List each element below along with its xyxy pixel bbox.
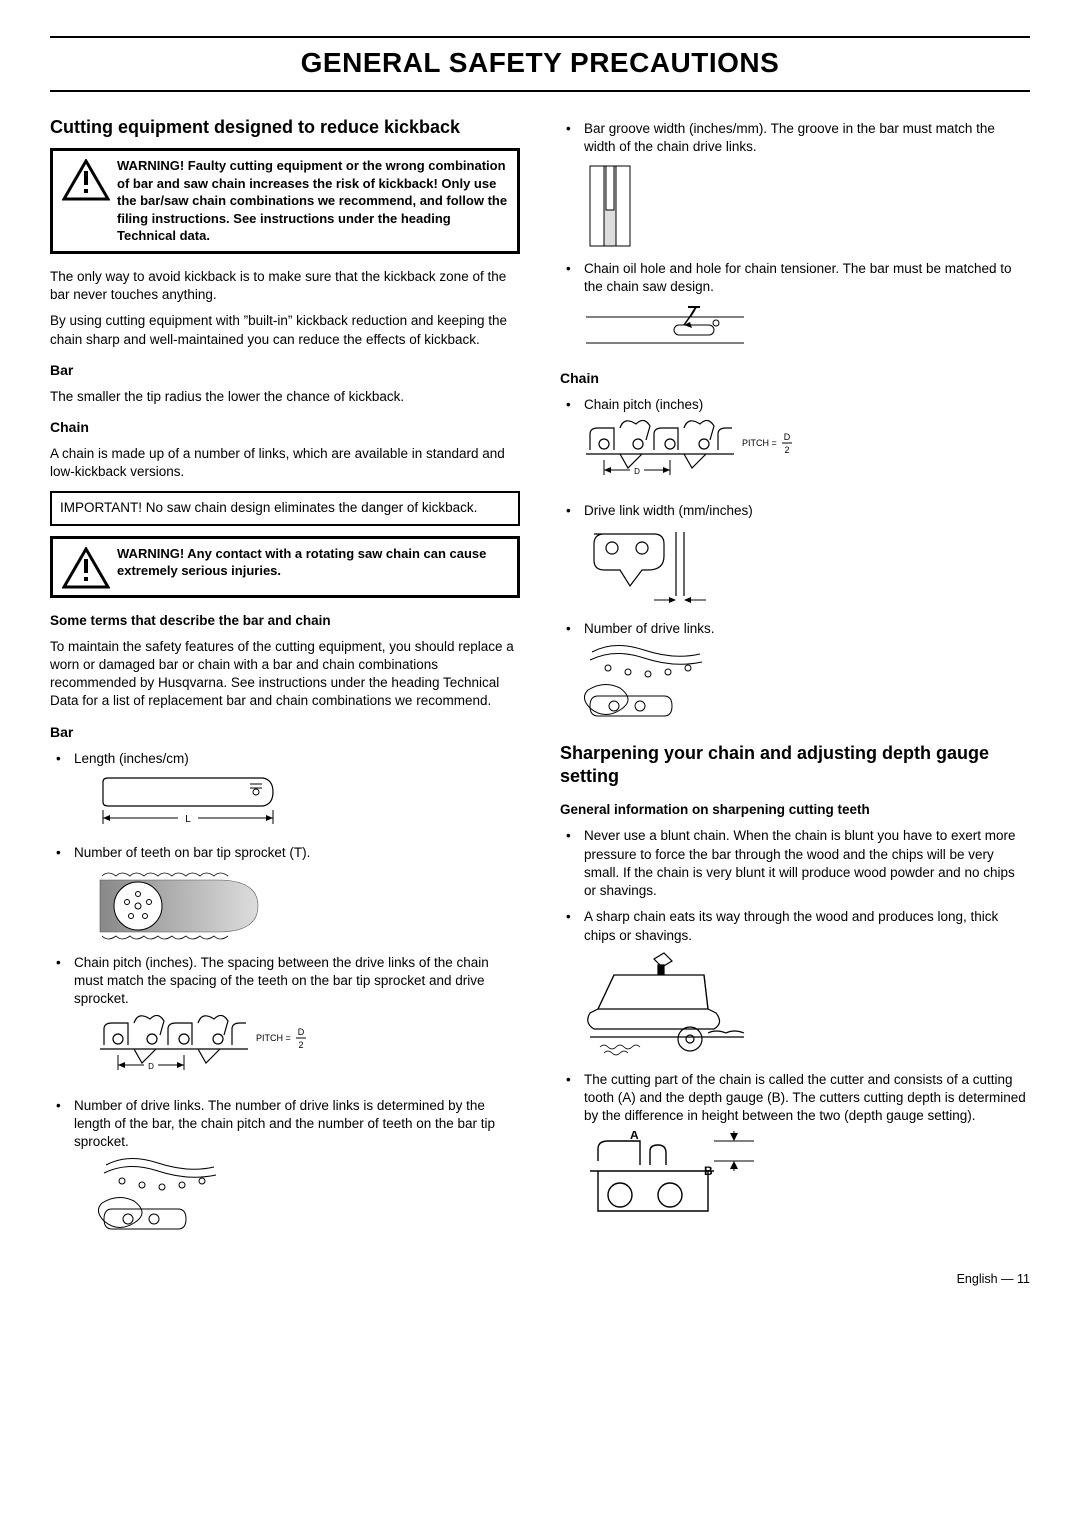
list-item: Chain pitch (inches) xyxy=(560,396,1030,492)
paragraph: By using cutting equipment with ”built-i… xyxy=(50,312,520,348)
list-item: Length (inches/cm) L xyxy=(50,750,520,834)
paragraph: To maintain the safety features of the c… xyxy=(50,638,520,711)
warning-triangle-icon xyxy=(61,157,111,201)
svg-text:D: D xyxy=(784,432,791,442)
list-text: Chain oil hole and hole for chain tensio… xyxy=(584,261,1012,294)
svg-text:A: A xyxy=(630,1131,639,1142)
list-item: Number of teeth on bar tip sprocket (T). xyxy=(50,844,520,944)
svg-text:D: D xyxy=(634,467,640,476)
figure-drive-link-width xyxy=(584,526,1030,610)
list-item: Chain pitch (inches). The spacing betwee… xyxy=(50,954,520,1087)
bar-list-cont: Bar groove width (inches/mm). The groove… xyxy=(560,120,1030,357)
list-item: Never use a blunt chain. When the chain … xyxy=(560,827,1030,900)
figure-number-drive-links xyxy=(584,644,1030,722)
figure-bar-length: L xyxy=(98,774,520,834)
list-item: Chain oil hole and hole for chain tensio… xyxy=(560,260,1030,356)
list-item: Drive link width (mm/inches) xyxy=(560,502,1030,610)
bar-heading-2: Bar xyxy=(50,723,520,742)
figure-chainsaw-cutting xyxy=(584,951,1030,1061)
svg-text:D: D xyxy=(298,1027,305,1037)
left-column: Cutting equipment designed to reduce kic… xyxy=(50,112,520,1246)
warning-triangle-icon xyxy=(61,545,111,589)
chain-heading: Chain xyxy=(50,418,520,437)
svg-text:2: 2 xyxy=(784,445,789,455)
list-text: A sharp chain eats its way through the w… xyxy=(584,909,998,942)
sharpening-list: Never use a blunt chain. When the chain … xyxy=(560,827,1030,1227)
important-box: IMPORTANT! No saw chain design eliminate… xyxy=(50,491,520,525)
list-text: The cutting part of the chain is called … xyxy=(584,1072,1026,1123)
figure-drive-links xyxy=(98,1157,520,1235)
list-item: Number of drive links. xyxy=(560,620,1030,722)
section-sharpening-heading: Sharpening your chain and adjusting dept… xyxy=(560,742,1030,787)
page-footer: English — 11 xyxy=(50,1271,1030,1288)
list-item: Number of drive links. The number of dri… xyxy=(50,1097,520,1236)
bar-list: Length (inches/cm) L xyxy=(50,750,520,1236)
list-text: Number of drive links. The number of dri… xyxy=(74,1098,495,1149)
two-column-layout: Cutting equipment designed to reduce kic… xyxy=(50,112,1030,1246)
terms-heading: Some terms that describe the bar and cha… xyxy=(50,612,520,630)
list-text: Bar groove width (inches/mm). The groove… xyxy=(584,121,995,154)
figure-oil-hole xyxy=(584,303,1030,357)
warning-text: WARNING! Any contact with a rotating saw… xyxy=(111,545,509,580)
svg-text:2: 2 xyxy=(298,1040,303,1050)
figure-bar-groove xyxy=(584,162,1030,250)
list-text: Number of drive links. xyxy=(584,621,715,636)
section-kickback-heading: Cutting equipment designed to reduce kic… xyxy=(50,116,520,139)
list-text: Drive link width (mm/inches) xyxy=(584,503,753,518)
warning-box-rotating-chain: WARNING! Any contact with a rotating saw… xyxy=(50,536,520,598)
warning-box-kickback: WARNING! Faulty cutting equipment or the… xyxy=(50,148,520,254)
figure-cutter-depth-gauge: A B xyxy=(584,1131,1030,1227)
list-item: Bar groove width (inches/mm). The groove… xyxy=(560,120,1030,250)
bar-heading: Bar xyxy=(50,361,520,380)
paragraph: The smaller the tip radius the lower the… xyxy=(50,388,520,406)
paragraph: The only way to avoid kickback is to mak… xyxy=(50,268,520,304)
list-text: Chain pitch (inches) xyxy=(584,397,703,412)
list-text: Number of teeth on bar tip sprocket (T). xyxy=(74,845,310,860)
list-item: The cutting part of the chain is called … xyxy=(560,1071,1030,1228)
right-column: Bar groove width (inches/mm). The groove… xyxy=(560,112,1030,1246)
figure-chain-pitch: D PITCH = D 2 xyxy=(98,1015,520,1087)
list-text: Chain pitch (inches). The spacing betwee… xyxy=(74,955,489,1006)
svg-text:D: D xyxy=(148,1062,154,1071)
paragraph: A chain is made up of a number of links,… xyxy=(50,445,520,481)
svg-text:PITCH =: PITCH = xyxy=(742,438,777,448)
warning-text: WARNING! Faulty cutting equipment or the… xyxy=(111,157,509,245)
svg-text:PITCH =: PITCH = xyxy=(256,1033,291,1043)
list-text: Never use a blunt chain. When the chain … xyxy=(584,828,1016,898)
svg-text:B: B xyxy=(704,1164,713,1178)
chain-list: Chain pitch (inches) xyxy=(560,396,1030,723)
list-item: A sharp chain eats its way through the w… xyxy=(560,908,1030,1060)
general-info-heading: General information on sharpening cuttin… xyxy=(560,801,1030,819)
figure-chain-pitch-right: D PITCH = D 2 xyxy=(584,420,1030,492)
svg-text:L: L xyxy=(185,814,191,825)
chain-heading-right: Chain xyxy=(560,369,1030,388)
figure-bar-tip-sprocket xyxy=(98,868,520,944)
list-text: Length (inches/cm) xyxy=(74,751,189,766)
page-title: GENERAL SAFETY PRECAUTIONS xyxy=(50,36,1030,92)
